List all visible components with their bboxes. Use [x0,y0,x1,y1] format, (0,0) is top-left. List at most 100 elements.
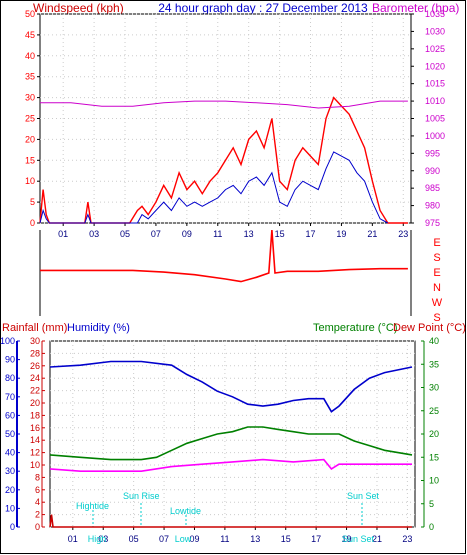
barometer-tick-label: 995 [425,148,440,158]
x-tick-label: 13 [250,534,260,544]
x-tick-label: 11 [213,229,222,239]
windspeed-line [39,96,408,224]
direction-label: E [433,237,440,249]
rainfall-tick-label: 6 [35,485,40,495]
barometer-tick-label: 1025 [425,44,445,54]
rainfall-tick-label: 24 [30,373,40,383]
wind-series [39,96,408,224]
humidity-tick-label: 70 [5,392,15,402]
x-tick-label: 15 [281,534,291,544]
humidity-tick-label: 10 [5,503,15,513]
hightide-tick-label: High [88,534,107,544]
humidity-tick-label: 20 [5,485,15,495]
x-tick-label: 17 [306,229,316,239]
rainfall-tick-label: 28 [30,348,40,358]
x-tick-label: 05 [120,229,130,239]
barometer-tick-label: 1020 [425,61,445,71]
humidity-tick-label: 100 [0,336,15,346]
rainfall-tick-label: 16 [30,423,40,433]
lowtide-label: Lowtide [170,506,201,516]
humidity-tick-label: 50 [5,429,15,439]
direction-label: E [433,267,440,279]
barometer-tick-label: 1000 [425,131,445,141]
barometer-tick-label: 985 [425,183,440,193]
x-tick-label: 21 [367,229,377,239]
rainfall-tick-label: 18 [30,410,40,420]
windspeed-tick-label: 20 [25,134,35,144]
x-tick-label: 03 [98,534,108,544]
x-tick-label: 09 [182,229,192,239]
weather-x-axis: 01 03 05 07 09 11 13 15 17 19 21 23 High Low Sun Set [68,527,412,544]
x-tick-label: 07 [151,229,161,239]
temperature-tick-label: 25 [429,406,439,416]
barometer-tick-label: 1015 [425,79,445,89]
humidity-tick-label: 80 [5,373,15,383]
temperature-line [49,426,413,461]
x-tick-label: 23 [402,534,412,544]
wind-plot-area [39,13,412,224]
rainfall-tick-label: 30 [30,336,40,346]
x-tick-label: 17 [311,534,321,544]
x-tick-label: 01 [68,534,78,544]
barometer-line [40,100,408,109]
windspeed-y-axis: 0 5 10 15 20 25 30 35 40 45 50 [25,9,40,228]
humidity-tick-label: 90 [5,355,15,365]
direction-label: S [433,252,440,264]
sunset-tick-label: Sun Set [342,534,375,544]
humidity-tick-label: 0 [10,522,15,532]
barometer-tick-label: 1010 [425,96,445,106]
x-tick-label: 21 [372,534,382,544]
x-tick-label: 09 [189,534,199,544]
lowtide-tick-label: Low [175,534,192,544]
hightide-label: Hightide [76,501,109,511]
humidity-tick-label: 30 [5,466,15,476]
windspeed-tick-label: 5 [30,197,35,207]
windspeed-tick-label: 30 [25,93,35,103]
x-tick-label: 19 [342,534,352,544]
windspeed-tick-label: 35 [25,72,35,82]
rainfall-tick-label: 10 [30,460,40,470]
sunrise-label: Sun Rise [123,491,160,501]
rainfall-tick-label: 22 [30,386,40,396]
weather-y-axes: 0102030405060708090100024681012141618202… [0,336,439,532]
barometer-axis-label: Barometer (hpa) [372,1,459,15]
humidity-axis-label: Humidity (%) [67,322,130,334]
windspeed-tick-label: 40 [25,51,35,61]
rainfall-tick-label: 8 [35,472,40,482]
rainfall-tick-label: 2 [35,510,40,520]
windspeed-tick-label: 45 [25,30,35,40]
rainfall-tick-label: 14 [30,435,40,445]
windspeed-tick-label: 25 [25,114,35,124]
direction-label: N [433,282,441,294]
x-tick-label: 03 [89,229,99,239]
temperature-tick-label: 30 [429,383,439,393]
temperature-tick-label: 0 [429,522,434,532]
windspeed-tick-label: 10 [25,176,35,186]
weather-series [49,360,413,528]
barometer-y-axis: 975 980 985 990 995 1000 1005 1010 1015 1020 1025 1… [411,9,445,228]
temperature-tick-label: 20 [429,429,439,439]
temperature-tick-label: 40 [429,336,439,346]
barometer-tick-label: 1005 [425,114,445,124]
event-markers: Hightide Sun Rise Lowtide Sun Set [76,491,380,527]
dewpoint-axis-label: Dew Point (°C) [393,322,466,334]
humidity-tick-label: 60 [5,410,15,420]
x-tick-label: 19 [336,229,346,239]
wind-x-axis: 01 03 05 07 09 11 13 15 17 19 21 23 [58,223,408,239]
direction-series [40,229,408,283]
temperature-tick-label: 15 [429,452,439,462]
windspeed-axis-label: Windspeed (kph) [33,1,124,15]
x-tick-label: 05 [129,534,139,544]
temperature-axis-label: Temperature (°C) [313,322,397,334]
sunset-label: Sun Set [347,491,380,501]
rainfall-axis-label: Rainfall (mm) [2,322,67,334]
humidity-line [49,360,413,413]
windspeed-tick-label: 15 [25,155,35,165]
temperature-tick-label: 10 [429,476,439,486]
x-tick-label: 07 [159,534,169,544]
x-tick-label: 01 [58,229,68,239]
wind-direction-line [40,229,408,283]
